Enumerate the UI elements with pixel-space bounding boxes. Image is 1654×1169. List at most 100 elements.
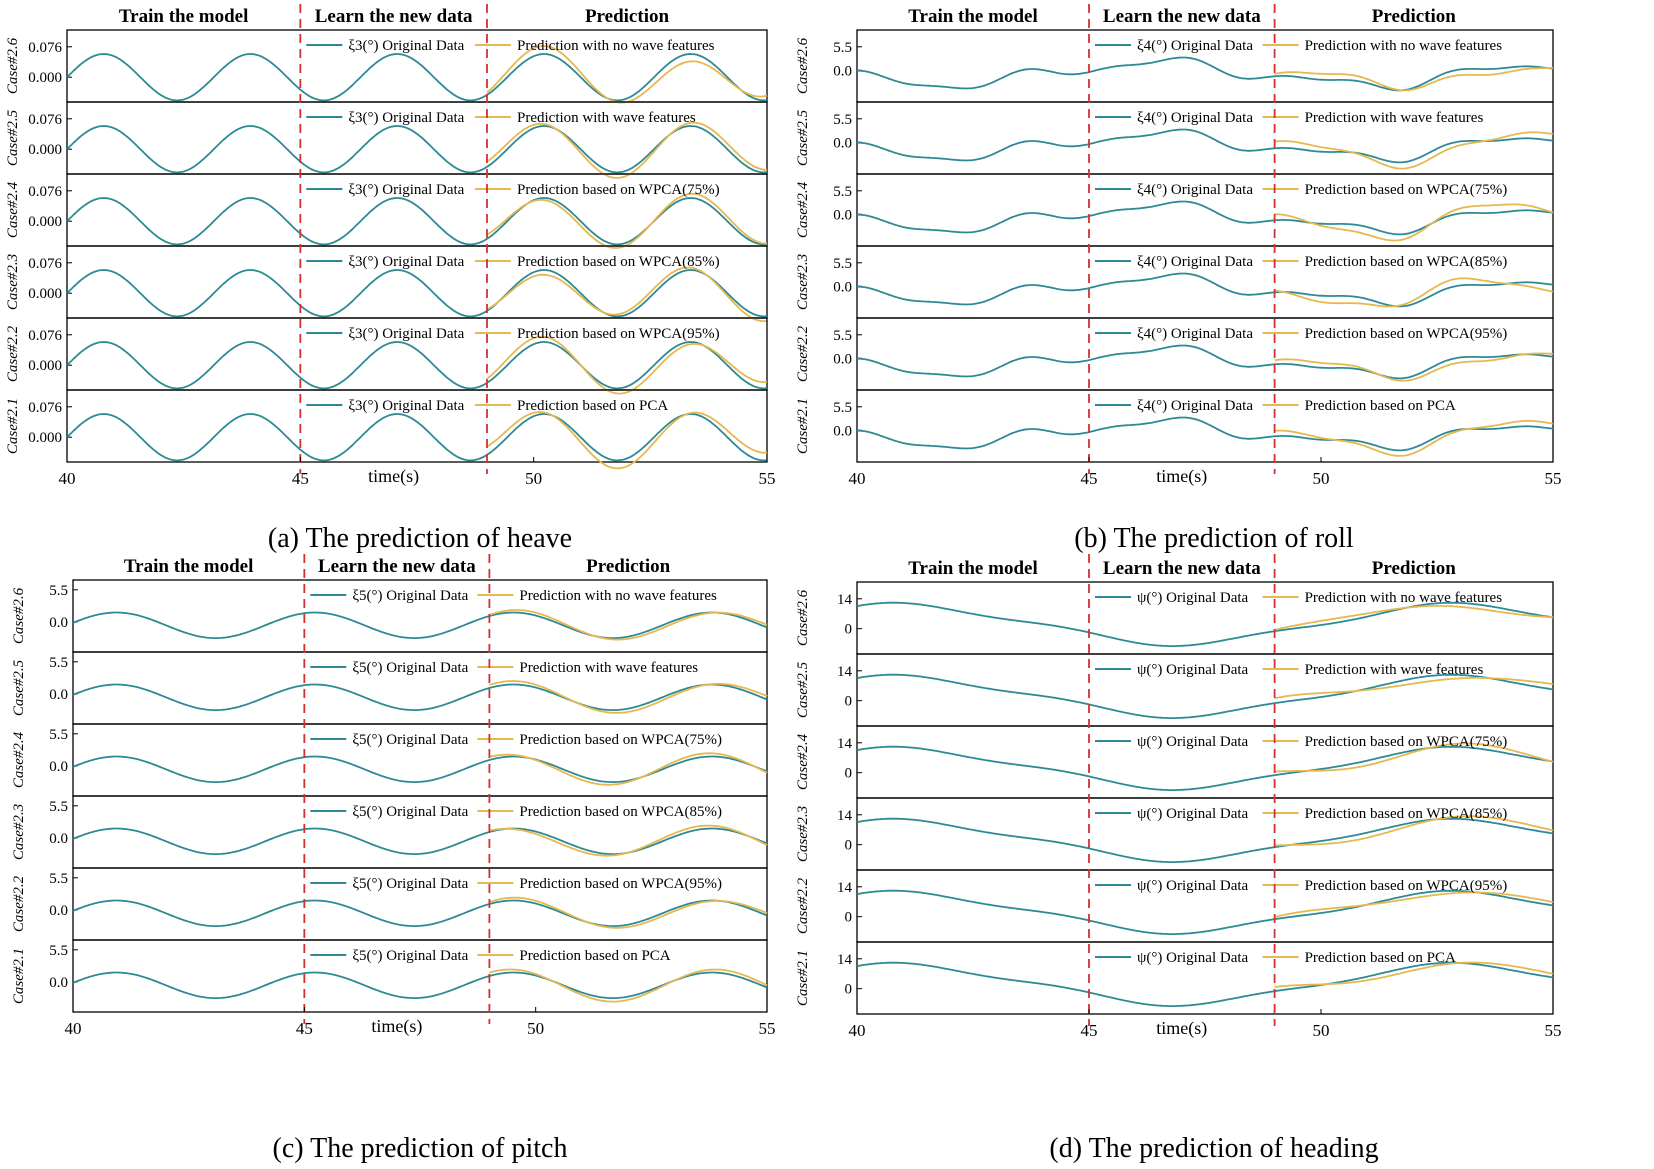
series-prediction-heading-1 bbox=[1274, 677, 1554, 700]
xtick-label: 50 bbox=[525, 469, 542, 488]
phase-header-heave-0: Train the model bbox=[119, 6, 248, 27]
legend-label-original: ξ5(°) Original Data bbox=[352, 876, 468, 892]
xtick-label: 55 bbox=[1545, 469, 1562, 488]
case-label-heading-2: Case#2.4 bbox=[795, 733, 811, 790]
legend-label-original: ξ4(°) Original Data bbox=[1137, 326, 1253, 342]
case-label-heave-4: Case#2.2 bbox=[5, 325, 21, 382]
series-original-heading-3 bbox=[856, 817, 1554, 863]
legend-label-prediction: Prediction based on WPCA(85%) bbox=[1305, 806, 1508, 822]
legend-label-original: ξ4(°) Original Data bbox=[1137, 38, 1253, 54]
legend-label-original: ψ(°) Original Data bbox=[1137, 878, 1249, 894]
series-prediction-pitch-5 bbox=[489, 968, 768, 1003]
ytick-label: 0.0 bbox=[833, 279, 852, 295]
series-prediction-heave-1 bbox=[486, 121, 768, 179]
legend-label-prediction: Prediction with no wave features bbox=[517, 38, 715, 54]
xtick-label: 50 bbox=[527, 1019, 544, 1038]
ytick-label: 0.0 bbox=[833, 63, 852, 79]
legend-label-original: ξ3(°) Original Data bbox=[348, 38, 464, 54]
case-label-pitch-2: Case#2.4 bbox=[11, 731, 27, 788]
case-label-roll-1: Case#2.5 bbox=[795, 109, 811, 166]
series-prediction-roll-4 bbox=[1274, 352, 1553, 382]
legend-label-prediction: Prediction with wave features bbox=[519, 660, 698, 676]
series-prediction-roll-1 bbox=[1274, 131, 1554, 170]
xtick-label: 55 bbox=[759, 469, 776, 488]
legend-label-original: ξ4(°) Original Data bbox=[1137, 110, 1253, 126]
panel-frame-heading-5 bbox=[856, 941, 1554, 1015]
series-original-heading-2 bbox=[856, 745, 1554, 791]
series-prediction-pitch-3 bbox=[489, 824, 768, 857]
ytick-label: 5.5 bbox=[49, 583, 68, 599]
case-label-roll-5: Case#2.1 bbox=[795, 398, 811, 454]
series-prediction-heading-0 bbox=[1274, 605, 1554, 631]
legend-label-prediction: Prediction based on WPCA(95%) bbox=[517, 326, 720, 342]
legend-label-prediction: Prediction based on PCA bbox=[519, 948, 670, 964]
ytick-label: 0 bbox=[845, 910, 853, 926]
caption-pitch: (c) The prediction of pitch bbox=[272, 1133, 568, 1164]
series-prediction-heave-5 bbox=[486, 411, 767, 470]
caption-heading: (d) The prediction of heading bbox=[1049, 1133, 1379, 1164]
legend-label-prediction: Prediction based on PCA bbox=[1305, 950, 1456, 966]
ytick-label: 0.076 bbox=[28, 112, 62, 128]
case-label-heading-3: Case#2.3 bbox=[795, 806, 811, 862]
legend-label-original: ξ5(°) Original Data bbox=[352, 660, 468, 676]
ytick-label: 0.0 bbox=[49, 615, 68, 631]
caption-roll: (b) The prediction of roll bbox=[1074, 523, 1354, 554]
phase-header-pitch-0: Train the model bbox=[124, 556, 253, 577]
case-label-roll-3: Case#2.3 bbox=[795, 254, 811, 310]
legend-label-prediction: Prediction with no wave features bbox=[519, 588, 717, 604]
case-label-heave-2: Case#2.4 bbox=[5, 181, 21, 238]
ytick-label: 0.000 bbox=[28, 430, 62, 446]
phase-header-heave-2: Prediction bbox=[585, 6, 670, 27]
series-prediction-heading-5 bbox=[1274, 961, 1554, 988]
series-original-heave-4 bbox=[66, 341, 768, 390]
ytick-label: 14 bbox=[837, 592, 853, 608]
x-axis-label-roll: time(s) bbox=[1156, 466, 1207, 487]
case-label-roll-0: Case#2.6 bbox=[795, 37, 811, 94]
phase-header-roll-0: Train the model bbox=[908, 6, 1037, 27]
series-original-heading-5 bbox=[856, 961, 1554, 1007]
ytick-label: 14 bbox=[837, 880, 853, 896]
x-axis-label-heading: time(s) bbox=[1156, 1018, 1207, 1039]
legend-label-original: ξ5(°) Original Data bbox=[352, 948, 468, 964]
ytick-label: 0 bbox=[845, 838, 853, 854]
ytick-label: 0.076 bbox=[28, 40, 62, 56]
case-label-heading-0: Case#2.6 bbox=[795, 589, 811, 646]
case-label-heave-0: Case#2.6 bbox=[5, 37, 21, 94]
phase-header-heave-1: Learn the new data bbox=[315, 6, 473, 27]
series-prediction-heave-4 bbox=[486, 335, 768, 395]
xtick-label: 45 bbox=[1081, 1021, 1098, 1040]
phase-header-pitch-1: Learn the new data bbox=[318, 556, 476, 577]
series-prediction-pitch-4 bbox=[489, 896, 768, 929]
legend-label-original: ξ3(°) Original Data bbox=[348, 398, 464, 414]
xtick-label: 45 bbox=[296, 1019, 313, 1038]
series-original-pitch-5 bbox=[72, 971, 768, 999]
xtick-label: 50 bbox=[1313, 469, 1330, 488]
ytick-label: 0 bbox=[845, 982, 853, 998]
ytick-label: 0.0 bbox=[49, 831, 68, 847]
ytick-label: 0.076 bbox=[28, 328, 62, 344]
phase-header-roll-1: Learn the new data bbox=[1103, 6, 1261, 27]
case-label-roll-4: Case#2.2 bbox=[795, 325, 811, 382]
xtick-label: 55 bbox=[759, 1019, 776, 1038]
legend-label-original: ξ5(°) Original Data bbox=[352, 588, 468, 604]
series-original-heave-1 bbox=[66, 125, 768, 174]
caption-heave: (a) The prediction of heave bbox=[267, 523, 573, 554]
series-original-roll-3 bbox=[856, 272, 1554, 308]
legend-label-prediction: Prediction with no wave features bbox=[1305, 590, 1503, 606]
series-original-roll-4 bbox=[856, 344, 1554, 380]
ytick-label: 0.000 bbox=[28, 214, 62, 230]
series-original-pitch-1 bbox=[72, 683, 768, 711]
ytick-label: 0.0 bbox=[49, 687, 68, 703]
series-prediction-heading-4 bbox=[1274, 891, 1554, 918]
xtick-label: 40 bbox=[849, 469, 866, 488]
case-label-heading-4: Case#2.2 bbox=[795, 877, 811, 934]
panel-frame-roll-5 bbox=[856, 389, 1554, 463]
series-prediction-heading-3 bbox=[1274, 815, 1554, 847]
series-original-pitch-0 bbox=[72, 611, 768, 639]
ytick-label: 5.5 bbox=[49, 655, 68, 671]
ytick-label: 14 bbox=[837, 664, 853, 680]
case-label-pitch-0: Case#2.6 bbox=[11, 587, 27, 644]
legend-label-prediction: Prediction based on WPCA(95%) bbox=[519, 876, 722, 892]
xtick-label: 40 bbox=[59, 469, 76, 488]
